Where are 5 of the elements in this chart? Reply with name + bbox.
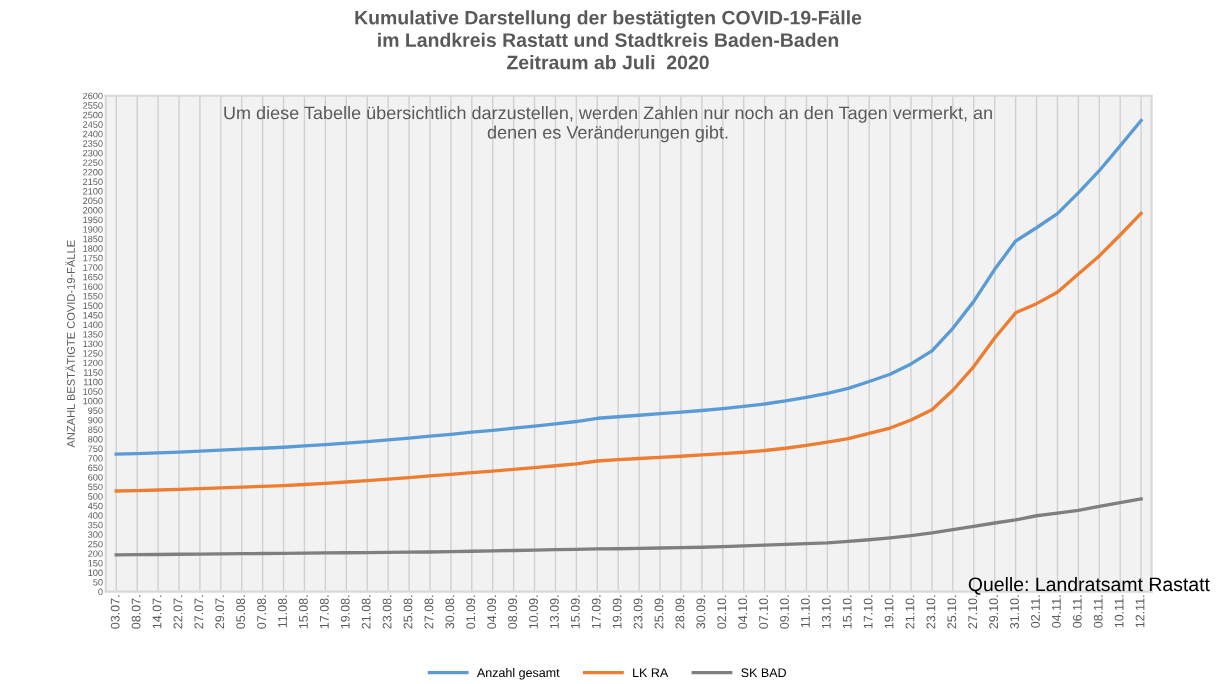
annotation: Quelle: Landratsamt Rastatt (968, 576, 1210, 595)
line-series (114, 211, 1143, 493)
line-series (114, 497, 1143, 557)
text: Um diese Tabelle übersichtlich darzustellen, werden Zahlen nur noch an den Tagen vermerkt, an denen es Veränderungen gibt. (224, 106, 992, 143)
chart-title: Kumulative Darstellung der bestätigten COVID-19-Fälle im Landkreis Rastatt und Stadtkreis Baden-Baden Zeitraum ab Juli 2020 (355, 10, 862, 70)
